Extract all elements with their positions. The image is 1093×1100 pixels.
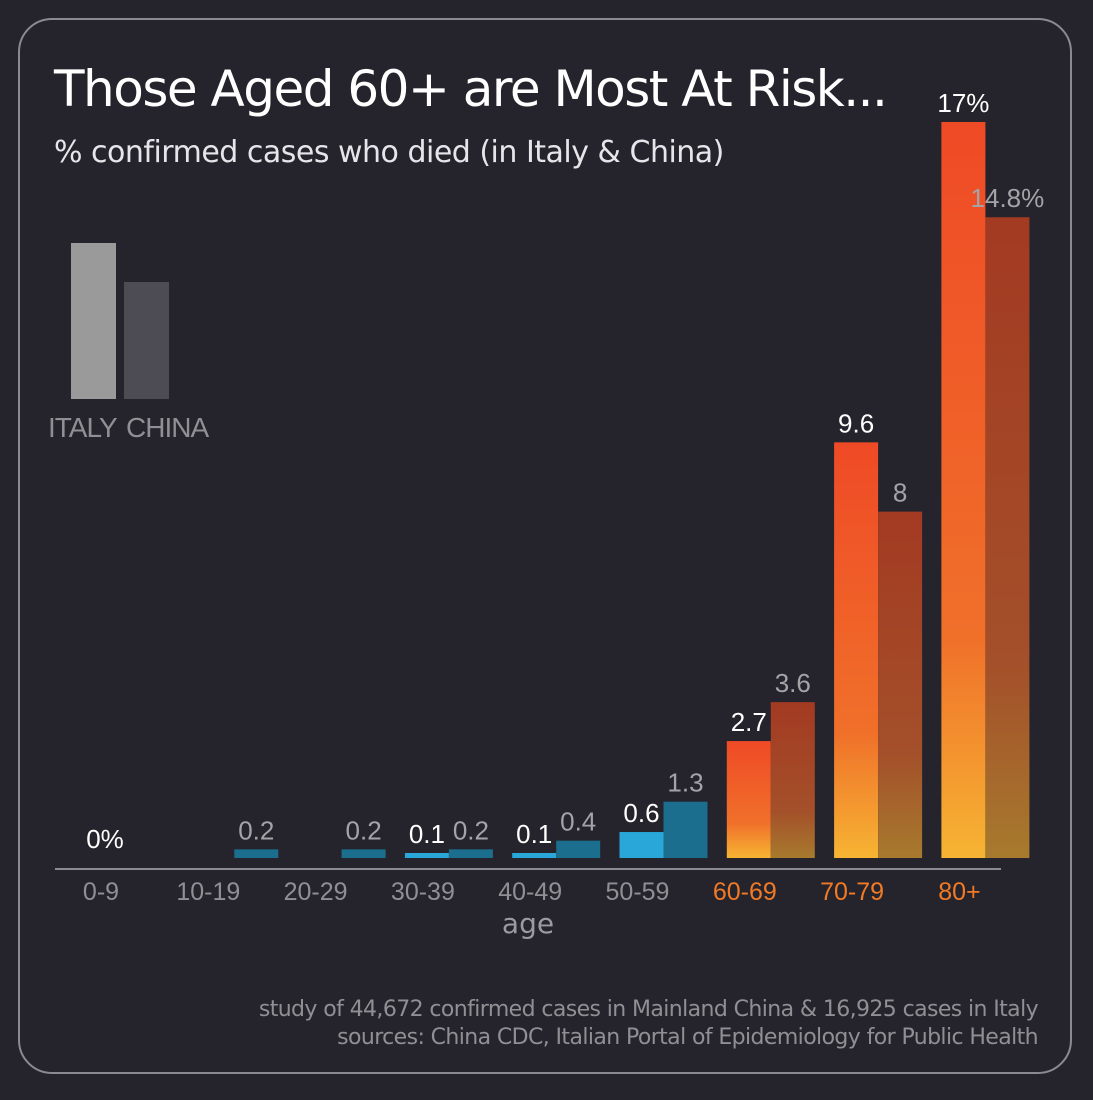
bar-china-60-69 [770,702,815,858]
value-label-china-70-79: 8 [893,478,907,508]
value-label-china-20-29: 0.2 [346,815,382,845]
value-label-italy-40-49: 0.1 [516,819,552,849]
value-label-china-60-69: 3.6 [775,668,811,698]
bar-china-10-19 [234,849,279,858]
bar-italy-40-49 [512,853,557,858]
bar-china-30-39 [448,849,493,858]
x-tick-40-49: 40-49 [498,878,562,906]
chart-subtitle: % confirmed cases who died (in Italy & C… [54,135,724,170]
x-tick-0-9: 0-9 [83,878,119,906]
legend-italy-swatch [71,243,116,399]
bar-china-20-29 [341,849,386,858]
x-tick-20-29: 20-29 [284,878,348,906]
value-label-china-10-19: 0.2 [238,815,274,845]
x-tick-50-59: 50-59 [606,878,670,906]
bar-china-40-49 [556,840,601,858]
x-tick-80plus: 80+ [938,878,980,906]
value-label-china-80plus: 14.8% [971,183,1045,213]
bar-italy-30-39 [404,853,449,858]
bar-italy-50-59 [619,832,664,858]
bar-italy-70-79 [834,442,879,858]
bar-italy-80plus [941,122,986,858]
value-label-italy-70-79: 9.6 [838,408,874,438]
footer-sources-line: sources: China CDC, Italian Portal of Ep… [337,1025,1038,1050]
value-label-italy-80plus: 17% [937,88,989,118]
bar-china-70-79 [878,511,923,858]
x-tick-30-39: 30-39 [391,878,455,906]
value-label-italy-50-59: 0.6 [623,798,659,828]
chart-card [18,18,1072,1074]
value-label-italy-30-39: 0.1 [409,819,445,849]
x-tick-70-79: 70-79 [820,878,884,906]
bar-italy-60-69 [726,741,771,858]
legend-china-swatch [124,282,169,399]
value-label-italy-0-9: 0% [86,824,124,854]
footer-note: study of 44,672 confirmed cases in Mainl… [258,996,1039,1052]
value-label-italy-60-69: 2.7 [731,707,767,737]
legend-italy-label: ITALY [48,412,118,443]
footer-study-line: study of 44,672 confirmed cases in Mainl… [258,997,1039,1022]
x-tick-60-69: 60-69 [713,878,777,906]
value-label-china-40-49: 0.4 [560,807,596,837]
bar-china-80plus [985,217,1030,858]
legend-china-label: CHINA [126,412,209,443]
chart-title: Those Aged 60+ are Most At Risk... [54,60,888,118]
bar-china-50-59 [663,801,708,858]
value-label-china-50-59: 1.3 [667,768,703,798]
x-axis-label: age [502,907,554,940]
value-label-china-30-39: 0.2 [453,815,489,845]
x-tick-10-19: 10-19 [176,878,240,906]
